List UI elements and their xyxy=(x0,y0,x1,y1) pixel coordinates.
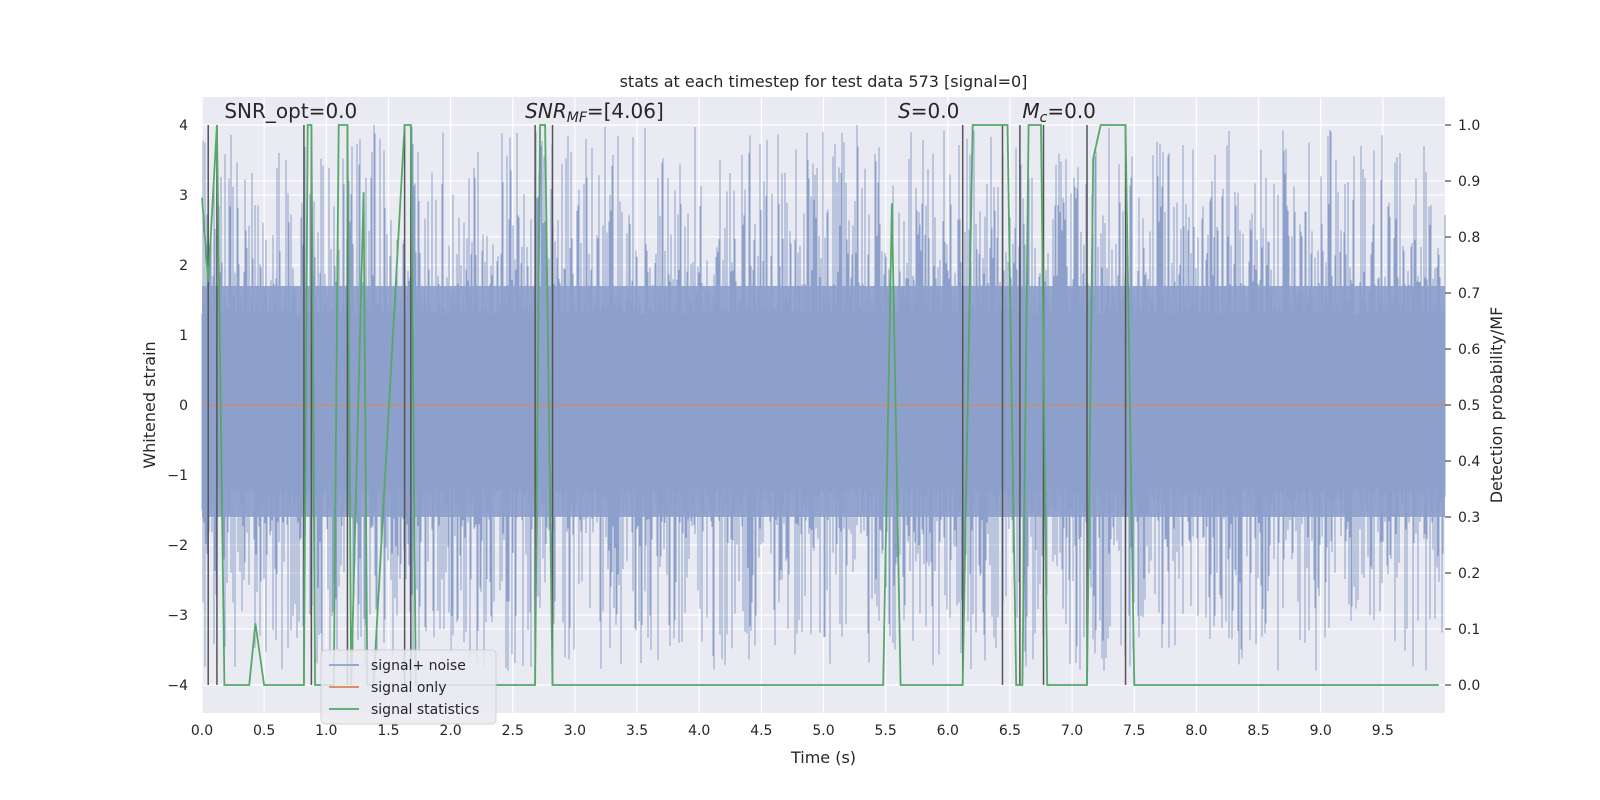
y2-tick-label: 0.5 xyxy=(1458,398,1480,414)
y-tick-label: 2 xyxy=(179,258,188,274)
legend: signal+ noise signal only signal statistic… xyxy=(320,649,497,725)
legend-label: signal+ noise xyxy=(371,658,466,674)
x-axis: 0.0 0.5 1.0 1.5 2.0 2.5 3.0 3.5 4.0 4.5 5.0 5.5 6.0 6… xyxy=(191,723,1394,739)
x-tick-label: 4.0 xyxy=(688,723,710,739)
y-axis-label: Whitened strain xyxy=(140,341,159,468)
x-tick-label: 9.0 xyxy=(1310,723,1332,739)
y2-tick-label: 0.4 xyxy=(1458,454,1480,470)
x-tick-label: 7.0 xyxy=(1061,723,1083,739)
y2-tick-label: 0.8 xyxy=(1458,230,1480,246)
noise-trace xyxy=(201,125,1446,671)
x-tick-label: 5.0 xyxy=(812,723,834,739)
x-tick-label: 2.5 xyxy=(502,723,524,739)
y2-tick-label: 0.0 xyxy=(1458,678,1480,694)
chart-title: stats at each timestep for test data 573… xyxy=(620,72,1028,91)
y2-tick-label: 0.3 xyxy=(1458,510,1480,526)
y-tick-label: 4 xyxy=(179,118,188,134)
y-axis-right: 0.0 0.1 0.2 0.3 0.4 0.5 0.6 0.7 0.8 0.9 1.0 xyxy=(1445,118,1480,694)
y-axis-left: −4 −3 −2 −1 0 1 2 3 4 xyxy=(167,118,188,694)
x-tick-label: 3.5 xyxy=(626,723,648,739)
signal-statistics-series xyxy=(201,124,1439,686)
annotation: SNRMF=[4.06] xyxy=(525,99,664,126)
y2-axis-label: Detection probability/MF xyxy=(1487,307,1506,504)
x-tick-label: 6.0 xyxy=(937,723,959,739)
x-tick-label: 0.5 xyxy=(253,723,275,739)
legend-box xyxy=(320,649,497,725)
y-tick-label: −1 xyxy=(167,468,188,484)
x-tick-label: 8.0 xyxy=(1185,723,1207,739)
signal-statistics-line xyxy=(201,124,1439,686)
y2-tick-label: 1.0 xyxy=(1458,118,1480,134)
x-axis-label: Time (s) xyxy=(790,748,856,767)
x-tick-label: 6.5 xyxy=(999,723,1021,739)
y-tick-label: 1 xyxy=(179,328,188,344)
legend-label: signal only xyxy=(371,680,446,696)
y2-tick-label: 0.7 xyxy=(1458,286,1480,302)
y2-tick-label: 0.6 xyxy=(1458,342,1480,358)
x-tick-label: 2.0 xyxy=(439,723,461,739)
x-tick-label: 3.0 xyxy=(564,723,586,739)
annotation: Mc=0.0 xyxy=(1022,99,1096,126)
x-tick-label: 7.5 xyxy=(1123,723,1145,739)
x-tick-label: 0.0 xyxy=(191,723,213,739)
x-tick-label: 8.5 xyxy=(1247,723,1269,739)
y2-tick-label: 0.9 xyxy=(1458,174,1480,190)
x-tick-label: 9.5 xyxy=(1372,723,1394,739)
y2-tick-label: 0.1 xyxy=(1458,622,1480,638)
y-tick-label: −4 xyxy=(167,678,188,694)
y-tick-label: −2 xyxy=(167,538,188,554)
y-tick-label: −3 xyxy=(167,608,188,624)
x-tick-label: 1.5 xyxy=(377,723,399,739)
x-tick-label: 5.5 xyxy=(875,723,897,739)
y2-tick-label: 0.2 xyxy=(1458,566,1480,582)
annotation: SNR_opt=0.0 xyxy=(224,99,357,123)
legend-label: signal statistics xyxy=(371,702,479,718)
noise-series xyxy=(201,125,1446,671)
annotation: S=0.0 xyxy=(898,99,959,123)
y-tick-label: 3 xyxy=(179,188,188,204)
x-tick-label: 1.0 xyxy=(315,723,337,739)
annotations: SNR_opt=0.0 SNRMF=[4.06] S=0.0 Mc=0.0 xyxy=(224,99,1096,126)
x-tick-label: 4.5 xyxy=(750,723,772,739)
y-tick-label: 0 xyxy=(179,398,188,414)
